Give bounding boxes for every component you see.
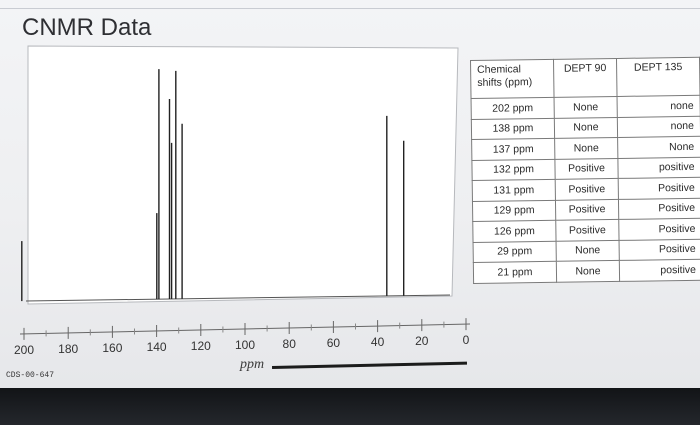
plot-area [27,45,459,305]
table-row: 21 ppm None positive [473,259,700,283]
dept135-cell: positive [617,156,700,179]
screen: CNMR Data 200 180 160 140 120 100 80 60 40 20 0 Ch… [0,0,700,388]
dept135-cell: None [617,136,700,158]
dept135-cell: Positive [618,218,700,240]
shift-cell: 29 ppm [473,240,557,263]
header-dept90: DEPT 90 [553,58,618,98]
header-dept135: DEPT 135 [616,57,700,97]
shift-cell: 138 ppm [471,117,555,140]
dept135-cell: none [617,95,700,117]
axis-unit-label: ppm [240,357,265,372]
axis-tick-label: 120 [191,339,211,353]
axis-tick-label: 40 [371,335,385,349]
shift-cell: 129 ppm [472,199,556,222]
axis-tick-label: 200 [14,343,34,357]
baseline [25,294,451,302]
dept90-cell: None [554,137,618,159]
dept90-cell: None [556,239,620,262]
dept135-cell: Positive [618,177,700,199]
shift-cell: 21 ppm [473,261,557,283]
axis-tick-label: 160 [102,341,122,355]
shift-cell: 132 ppm [471,158,556,181]
header-chemical-shifts: Chemical shifts (ppm) [470,59,555,99]
dept135-cell: none [617,115,700,138]
shift-cell: 137 ppm [471,138,555,160]
axis-tick-label: 20 [415,334,429,348]
top-divider [0,8,700,9]
shift-cell: 202 ppm [471,97,555,119]
dept90-cell: Positive [555,198,619,221]
shift-cell: 126 ppm [472,220,557,242]
monitor-bezel [0,388,700,425]
axis-tick-label: 180 [58,342,78,356]
catalog-number: CDS-00-647 [6,371,55,380]
dept90-cell: None [556,260,620,282]
dept135-cell: Positive [618,197,700,220]
dept135-cell: Positive [619,238,700,261]
dept135-cell: positive [619,259,700,281]
peaks [21,69,405,302]
spectrum-plot: 200 180 160 140 120 100 80 60 40 20 0 [14,45,471,357]
slide-title: CNMR Data [22,14,152,41]
dept90-cell: None [554,116,618,139]
axis-tick-labels: 200 180 160 140 120 100 80 60 40 20 0 [14,333,470,357]
dept90-cell: Positive [554,157,619,180]
dept-table: Chemical shifts (ppm) DEPT 90 DEPT 135 2… [470,56,700,284]
axis-tick-label: 140 [147,340,167,354]
dept90-cell: Positive [555,178,619,200]
table-header-row: Chemical shifts (ppm) DEPT 90 DEPT 135 [470,57,700,99]
dept90-cell: Positive [555,219,620,241]
axis-tick-label: 100 [235,338,255,352]
dept90-cell: None [554,96,618,118]
shift-cell: 131 ppm [472,179,556,201]
axis-ticks [23,318,467,340]
axis-tick-label: 60 [327,336,341,350]
axis-tick-label: 80 [283,337,297,351]
plot-frame [19,45,471,335]
axis-tick-label: 0 [463,333,470,347]
